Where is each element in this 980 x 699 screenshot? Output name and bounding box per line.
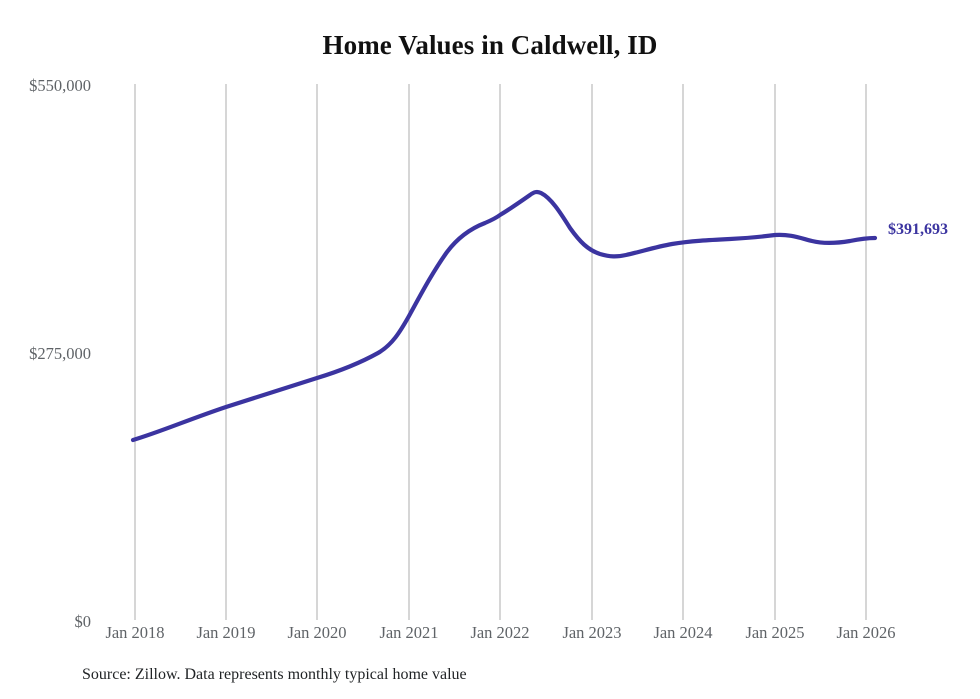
y-axis-label-zero: $0: [74, 612, 92, 631]
x-axis-label-2020: Jan 2020: [287, 623, 347, 642]
y-axis-label-mid: $275,000: [29, 344, 91, 363]
x-axis-label-2019: Jan 2019: [196, 623, 256, 642]
y-axis-label-top: $550,000: [29, 76, 91, 95]
x-axis-label-2024: Jan 2024: [653, 623, 713, 642]
x-axis-label-2021: Jan 2021: [379, 623, 439, 642]
x-axis-label-2022: Jan 2022: [470, 623, 530, 642]
x-axis-label-2025: Jan 2025: [745, 623, 805, 642]
x-axis-label-2026: Jan 2026: [836, 623, 896, 642]
x-axis-label-2018: Jan 2018: [105, 623, 165, 642]
source-note: Source: Zillow. Data represents monthly …: [82, 666, 467, 683]
chart-title: Home Values in Caldwell, ID: [322, 30, 658, 60]
x-axis-label-2023: Jan 2023: [562, 623, 622, 642]
gridlines: [134, 84, 867, 620]
end-value-annotation: $391,693: [888, 221, 948, 238]
value-line: [130, 189, 878, 443]
